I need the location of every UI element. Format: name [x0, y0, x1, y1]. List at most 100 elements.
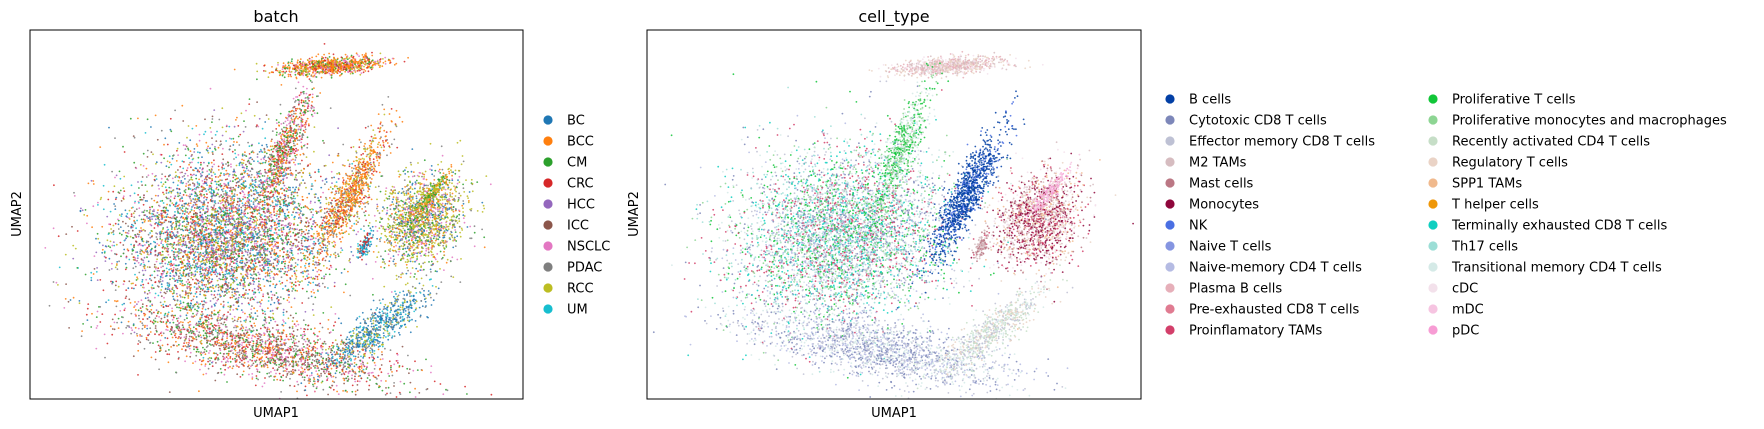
scatter-point	[323, 220, 326, 223]
scatter-point	[173, 226, 176, 229]
scatter-point	[166, 213, 169, 216]
scatter-point	[112, 233, 115, 236]
scatter-point	[142, 273, 145, 276]
scatter-point	[205, 277, 208, 280]
scatter-point	[231, 232, 234, 234]
scatter-point	[78, 300, 81, 302]
scatter-point	[263, 199, 266, 202]
scatter-point	[164, 246, 166, 249]
scatter-point	[114, 284, 117, 287]
scatter-point	[268, 264, 271, 267]
scatter-point	[151, 247, 153, 250]
scatter-point	[201, 213, 204, 216]
scatter-point	[233, 168, 235, 171]
scatter-point	[305, 226, 308, 228]
scatter-point	[211, 207, 214, 209]
scatter-point	[205, 283, 208, 286]
scatter-point	[239, 243, 242, 246]
scatter-point	[104, 245, 107, 248]
scatter-point	[81, 209, 84, 212]
scatter-point	[199, 215, 202, 217]
scatter-point	[260, 187, 263, 190]
scatter-point	[250, 173, 253, 176]
scatter-point	[311, 228, 314, 231]
scatter-point	[182, 210, 185, 213]
scatter-point	[193, 148, 196, 150]
scatter-point	[165, 321, 168, 324]
scatter-point	[210, 248, 213, 251]
scatter-point	[153, 199, 156, 202]
scatter-point	[137, 194, 140, 196]
scatter-point	[140, 253, 143, 256]
scatter-point	[202, 188, 205, 191]
scatter-point	[293, 323, 296, 325]
scatter-point	[203, 196, 205, 199]
scatter-point	[164, 137, 167, 140]
scatter-point	[349, 294, 352, 297]
scatter-point	[204, 254, 206, 257]
scatter-point	[310, 217, 313, 220]
scatter-point	[206, 233, 208, 235]
scatter-point	[211, 286, 213, 289]
scatter-point	[316, 284, 318, 287]
scatter-point	[305, 221, 308, 224]
scatter-point	[208, 363, 211, 366]
scatter-point	[273, 294, 276, 297]
scatter-point	[201, 218, 204, 221]
scatter-point	[282, 287, 284, 290]
scatter-point	[200, 246, 203, 248]
scatter-point	[223, 290, 226, 293]
scatter-point	[229, 313, 232, 316]
scatter-point	[276, 226, 278, 229]
scatter-point	[240, 211, 243, 214]
scatter-point	[135, 260, 138, 262]
scatter-point	[199, 211, 202, 214]
scatter-point	[160, 223, 163, 226]
scatter-point	[303, 254, 305, 257]
scatter-point	[167, 253, 170, 256]
scatter-point	[127, 230, 130, 232]
scatter-point	[234, 240, 237, 242]
scatter-point	[144, 219, 147, 222]
scatter-point	[137, 117, 139, 120]
scatter-point	[199, 368, 201, 371]
scatter-point	[301, 159, 303, 162]
scatter-point	[113, 328, 116, 331]
scatter-point	[209, 177, 211, 180]
scatter-point	[214, 195, 216, 197]
scatter-point	[267, 266, 270, 269]
scatter-point	[181, 221, 184, 224]
scatter-point	[247, 266, 249, 269]
scatter-point	[205, 229, 208, 232]
scatter-point	[227, 282, 230, 284]
scatter-point	[246, 277, 249, 280]
scatter-point	[200, 275, 202, 278]
scatter-point	[188, 272, 191, 275]
scatter-point	[173, 255, 175, 258]
scatter-point	[238, 209, 240, 212]
scatter-point	[200, 207, 203, 210]
scatter-point	[213, 294, 216, 296]
scatter-point	[157, 252, 160, 255]
scatter-point	[164, 186, 167, 189]
scatter-point	[175, 272, 178, 275]
scatter-point	[337, 127, 339, 130]
scatter-point	[229, 309, 232, 311]
scatter-point	[312, 269, 314, 272]
scatter-point	[232, 257, 235, 260]
scatter-point	[193, 253, 195, 256]
scatter-point	[337, 253, 339, 256]
scatter-point	[302, 199, 305, 201]
scatter-point	[222, 190, 224, 193]
scatter-point	[278, 225, 280, 228]
scatter-point	[237, 154, 240, 156]
scatter-point	[163, 206, 166, 209]
scatter-point	[171, 310, 174, 312]
scatter-point	[214, 239, 217, 242]
scatter-point	[246, 221, 249, 223]
scatter-point	[121, 303, 124, 306]
scatter-point	[252, 218, 255, 221]
scatter-point	[305, 186, 307, 189]
scatter-point	[142, 228, 145, 231]
scatter-point	[150, 286, 153, 289]
